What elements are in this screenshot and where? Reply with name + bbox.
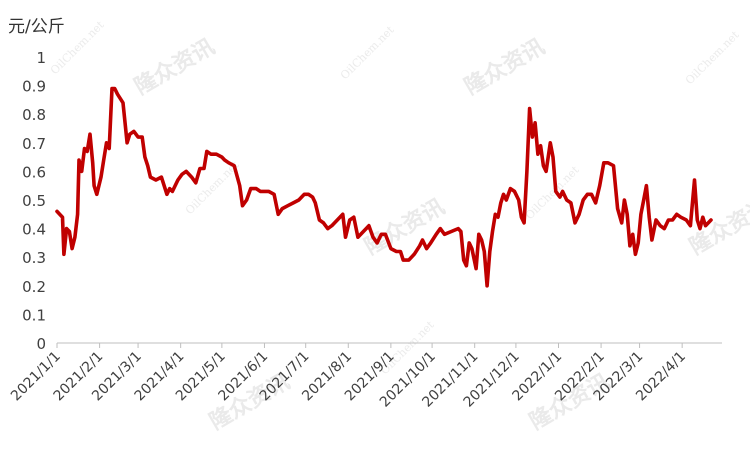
y-tick-label: 0.6 (22, 163, 46, 181)
y-axis: 0 0.1 0.2 0.3 0.4 0.5 0.6 0.7 0.8 0.9 1 (22, 49, 46, 353)
y-tick-label: 0 (36, 335, 46, 353)
watermark-site: OilChem.net (338, 23, 397, 82)
watermark-brand: 隆众资讯 (131, 35, 220, 101)
y-tick-label: 0.3 (22, 249, 46, 267)
y-tick-label: 0.7 (22, 135, 46, 153)
watermark-site: OilChem.net (683, 28, 742, 87)
series-layer (55, 86, 713, 288)
y-tick-label: 0.9 (22, 78, 46, 96)
y-tick-label: 0.1 (22, 306, 46, 324)
y-tick-label: 0.2 (22, 278, 46, 296)
watermark-site: OilChem.net (48, 18, 107, 77)
y-tick-label: 0.4 (22, 221, 46, 239)
y-tick-label: 1 (36, 49, 46, 67)
watermark-brand: 隆众资讯 (361, 195, 450, 261)
y-tick-label: 0.8 (22, 106, 46, 124)
x-axis: 2021/1/12021/2/12021/3/12021/4/12021/5/1… (8, 342, 722, 411)
series-line (55, 86, 713, 288)
watermark-brand: 隆众资讯 (461, 35, 550, 101)
y-axis-unit-label: 元/公斤 (8, 17, 65, 37)
y-tick-label: 0.5 (22, 192, 46, 210)
